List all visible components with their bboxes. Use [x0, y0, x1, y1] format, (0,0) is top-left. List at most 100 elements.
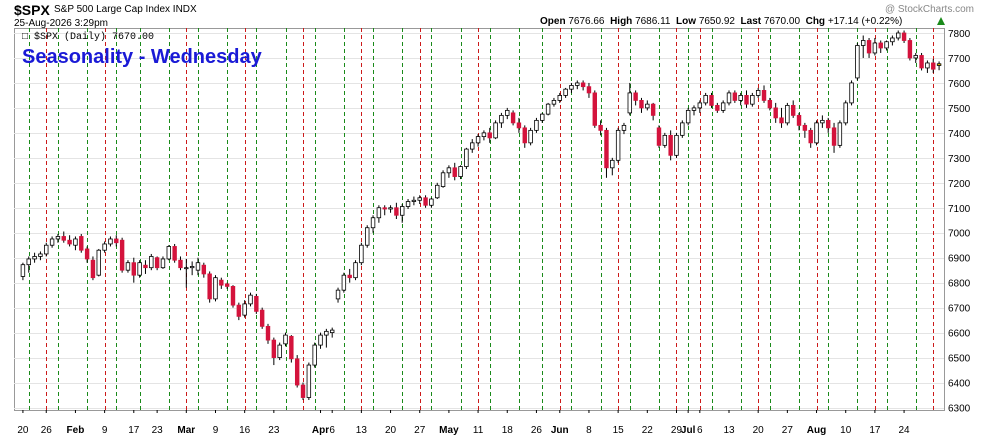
candle-body — [516, 122, 522, 129]
candle-body — [715, 104, 720, 111]
candle-body — [329, 329, 335, 334]
candle-body — [726, 92, 732, 104]
candle-body — [423, 197, 428, 206]
candle-body — [890, 37, 895, 43]
candle-body — [913, 55, 918, 59]
candle-body — [470, 142, 475, 150]
candle-body — [656, 127, 662, 146]
x-axis: 20 26 Feb 9 17 23 Mar 9 16 23 Apr 6 13 20 27 May 11 18 26 J… — [17, 410, 910, 436]
y-tick-label: 7300 — [948, 154, 971, 165]
x-tick-label: 20 — [17, 425, 29, 436]
candle-body — [901, 32, 907, 41]
candle-body — [814, 122, 819, 144]
candle-body — [236, 304, 242, 317]
candle-body — [84, 248, 90, 260]
candle-body — [265, 325, 271, 341]
candle-body — [108, 238, 113, 245]
candle-body — [452, 167, 457, 177]
candle-body — [773, 107, 778, 119]
timestamp: 25-Aug-2026 3:29pm — [14, 18, 108, 29]
candle-body — [405, 201, 411, 207]
exchange: INDX — [172, 4, 197, 15]
x-tick-label: 9 — [102, 425, 108, 436]
open-value: 7676.66 — [568, 16, 605, 27]
candle-body — [720, 102, 726, 111]
candle-body — [866, 40, 872, 54]
candle-body — [178, 259, 183, 269]
y-tick-label: 6400 — [948, 379, 971, 390]
candle-body — [610, 159, 615, 169]
chg-label: Chg — [805, 16, 826, 27]
x-tick-label: 18 — [502, 425, 514, 436]
x-tick-label: 8 — [586, 425, 592, 436]
x-tick-label: Apr — [312, 425, 329, 436]
x-tick-label: 26 — [41, 425, 53, 436]
y-tick-label: 7500 — [948, 104, 971, 115]
candle-body — [674, 134, 679, 156]
candle-body — [575, 82, 580, 86]
candle-body — [254, 295, 259, 312]
candle-body — [650, 103, 656, 116]
candle-body — [907, 40, 913, 59]
candle-body — [487, 132, 492, 139]
candle-body — [732, 92, 738, 101]
series-legend: □ $SPX (Daily) 7670.00 — [22, 32, 155, 43]
candle-body — [26, 258, 31, 266]
x-tick-label: 17 — [128, 425, 140, 436]
candle-body — [755, 90, 761, 96]
y-tick-label: 6900 — [948, 254, 971, 265]
candle-body — [744, 95, 749, 105]
candle-body — [668, 134, 673, 156]
ohlc-readout: Open 7676.66 High 7686.11 Low 7650.92 La… — [540, 16, 902, 27]
candle-body — [569, 85, 574, 90]
candle-body — [213, 277, 218, 300]
x-tick-label: 27 — [782, 425, 794, 436]
candle-body — [318, 334, 323, 346]
candles — [20, 30, 942, 401]
candle-body — [884, 41, 889, 49]
candle-body — [849, 82, 854, 104]
x-tick-label: 6 — [329, 425, 335, 436]
y-tick-label: 6700 — [948, 304, 971, 315]
x-tick-label: 26 — [531, 425, 543, 436]
candle-body — [300, 384, 306, 398]
candle-body — [861, 40, 866, 46]
candle-body — [102, 243, 107, 251]
candle-body — [207, 273, 212, 300]
candle-body — [73, 238, 78, 246]
x-tick-label: Jul — [681, 425, 696, 436]
candle-body — [458, 166, 463, 177]
low-value: 7650.92 — [698, 16, 735, 27]
y-tick-label: 7800 — [948, 29, 971, 40]
candle-body — [563, 88, 568, 96]
candle-body — [219, 279, 224, 286]
index-name: S&P 500 Large Cap Index INDX — [54, 4, 197, 15]
candle-body — [429, 198, 434, 206]
candle-body — [376, 207, 382, 219]
candle-body — [843, 102, 848, 124]
y-axis: 6300 6400 6500 6600 6700 6800 6900 7000 7100 7200… — [948, 29, 971, 415]
y-tick-label: 7100 — [948, 204, 971, 215]
candle-body — [364, 227, 370, 246]
candle-body — [38, 253, 43, 257]
candle-body — [400, 206, 405, 216]
candle-body — [604, 129, 609, 169]
candle-body — [534, 119, 539, 131]
candle-body — [324, 330, 329, 336]
candle-body — [347, 274, 352, 279]
candle-body — [335, 289, 341, 300]
candle-body — [505, 109, 510, 116]
candle-body — [936, 63, 942, 66]
candle-body — [201, 264, 207, 275]
candle-body — [580, 82, 586, 88]
candle-body — [382, 207, 387, 210]
candle-body — [306, 364, 312, 398]
candle-body — [738, 95, 743, 101]
candle-body — [878, 42, 883, 49]
candle-body — [510, 112, 516, 124]
chg-value: +17.14 (+0.22%) — [827, 16, 903, 27]
candle-body — [119, 239, 125, 271]
candle-body — [143, 264, 148, 269]
x-tick-label: 22 — [642, 425, 654, 436]
